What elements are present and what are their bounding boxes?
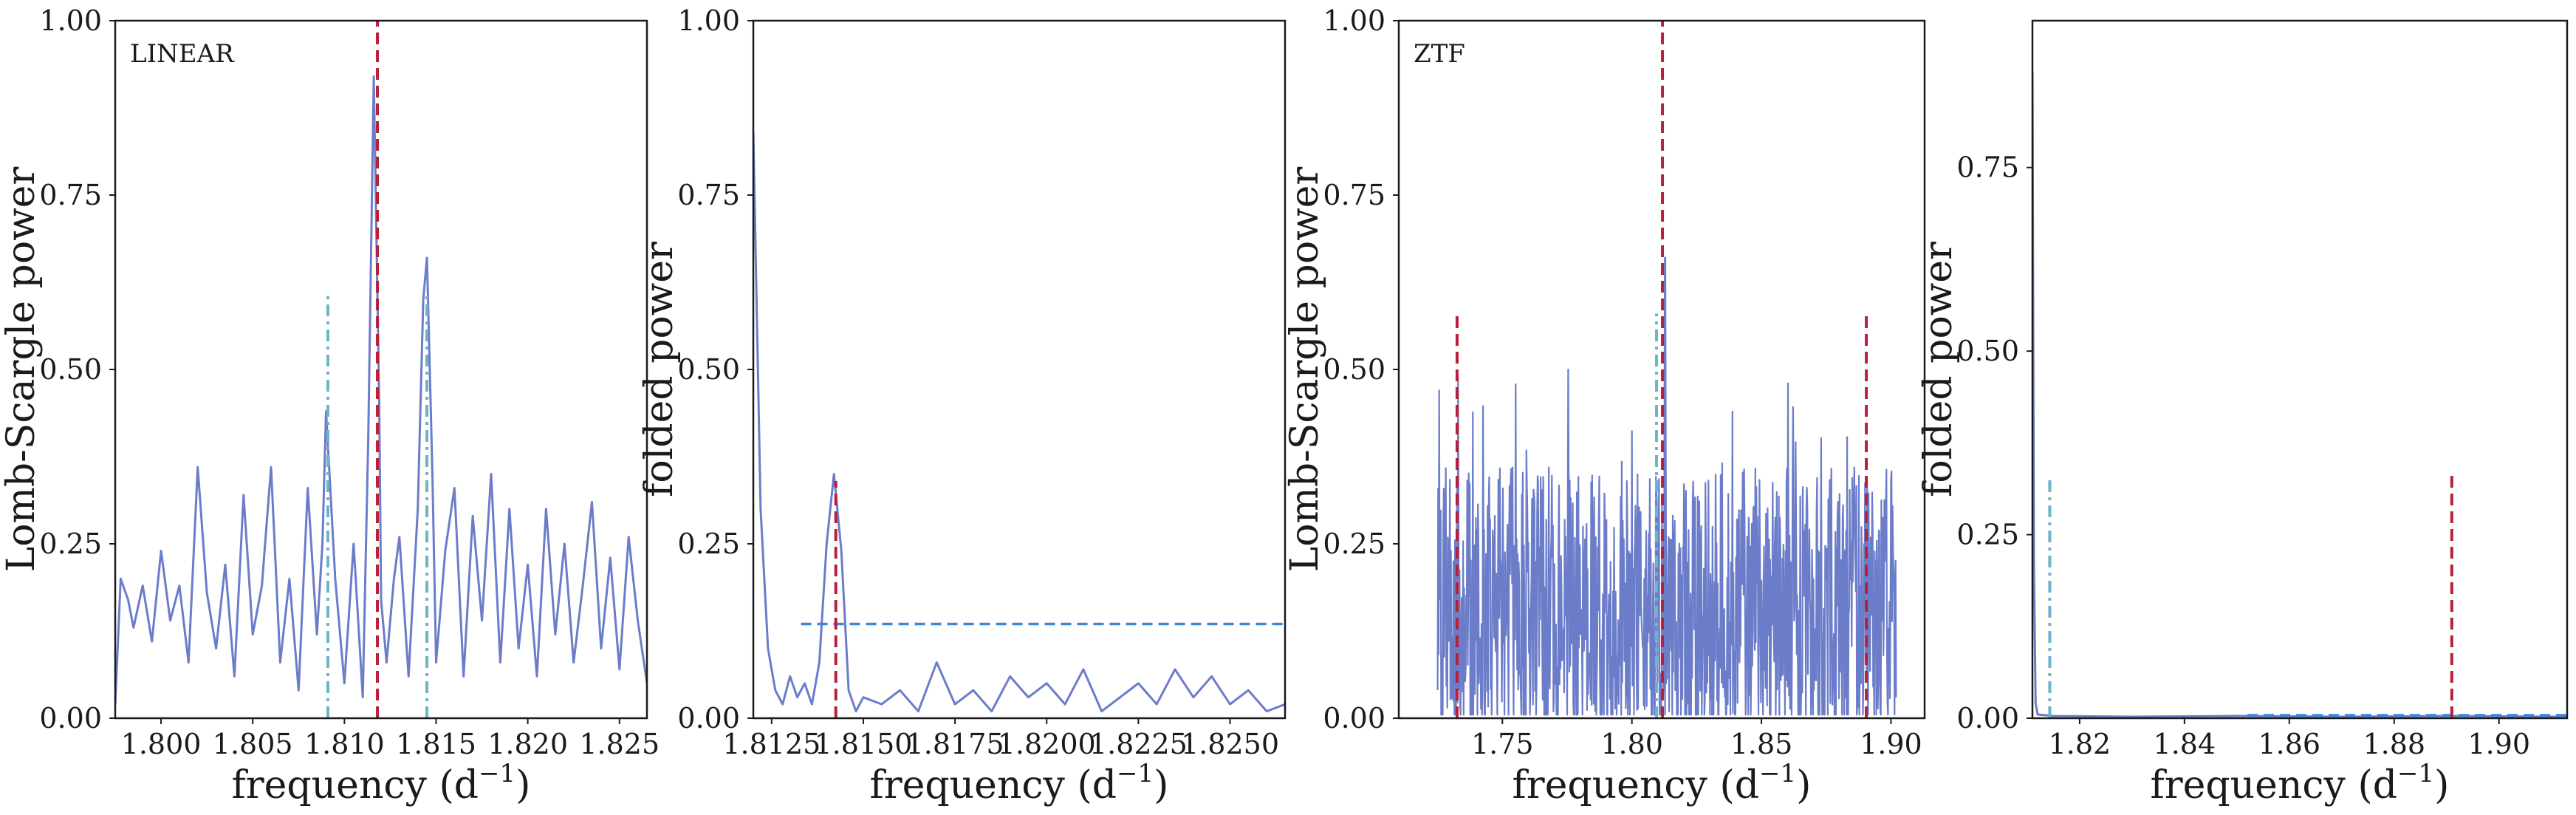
axes-frame	[114, 19, 648, 720]
x-axis-label: frequency (d−1)	[232, 759, 531, 808]
y-tick-label: 0.50	[1956, 335, 2019, 367]
x-axis-label: frequency (d−1)	[1513, 759, 1812, 808]
x-tick-label: 1.815	[396, 728, 476, 760]
series-line-1	[2032, 72, 2567, 718]
y-tick-label: 0.00	[1323, 702, 1385, 734]
series-line-1	[115, 75, 647, 705]
x-tick-label: 1.8250	[1181, 728, 1279, 760]
x-tick-label: 1.825	[579, 728, 660, 760]
x-axis-label: frequency (d−1)	[2151, 759, 2450, 808]
x-tick-label: 1.86	[2258, 728, 2320, 760]
y-tick-label: 0.25	[677, 528, 740, 560]
y-tick-label: 1.00	[1323, 4, 1385, 37]
panel-annotation: LINEAR	[130, 39, 235, 69]
series-line-noise	[1436, 368, 1897, 716]
y-tick-label: 0.75	[39, 179, 102, 211]
series-line-1	[1663, 256, 1668, 663]
y-axis-label: folded power	[1916, 242, 1961, 497]
x-tick-label: 1.8200	[998, 728, 1096, 760]
x-tick-label: 1.8225	[1089, 728, 1188, 760]
x-tick-label: 1.75	[1471, 728, 1534, 760]
x-tick-label: 1.85	[1730, 728, 1793, 760]
x-tick-label: 1.810	[304, 728, 385, 760]
y-tick-label: 0.50	[1323, 353, 1385, 386]
panel-annotation: ZTF	[1414, 39, 1465, 69]
axes-frame	[2031, 19, 2569, 720]
x-tick-label: 1.805	[213, 728, 293, 760]
x-tick-label: 1.80	[1600, 728, 1663, 760]
plot-area	[753, 132, 1285, 718]
y-tick-label: 1.00	[39, 4, 102, 37]
plot-area	[115, 21, 647, 718]
chart-panel-1: 1.800 1.805 1.810 1.815 1.820 1.825 0.00 0.25 0.…	[0, 4, 660, 808]
y-tick-label: 0.00	[677, 702, 740, 734]
y-tick-label: 0.75	[677, 179, 740, 211]
x-tick-label: 1.88	[2363, 728, 2425, 760]
x-tick-label: 1.90	[2467, 728, 2530, 760]
x-tick-label: 1.90	[1860, 728, 1922, 760]
y-tick-label: 0.75	[1323, 179, 1385, 211]
y-tick-label: 0.75	[1956, 151, 2019, 184]
x-axis-label: frequency (d−1)	[870, 759, 1169, 808]
y-axis-label: folded power	[637, 242, 682, 497]
y-tick-label: 0.25	[39, 528, 102, 560]
y-tick-label: 0.50	[39, 353, 102, 386]
x-tick-label: 1.800	[121, 728, 202, 760]
series-line-1	[753, 132, 1285, 713]
y-tick-label: 0.25	[1956, 519, 2019, 551]
x-tick-label: 1.8150	[814, 728, 912, 760]
x-tick-label: 1.8175	[906, 728, 1004, 760]
y-axis-label: Lomb-Scargle power	[0, 167, 44, 573]
y-tick-label: 0.25	[1323, 528, 1385, 560]
x-tick-label: 1.82	[2049, 728, 2111, 760]
axes-frame	[752, 19, 1287, 720]
y-axis-label: Lomb-Scargle power	[1283, 167, 1327, 573]
plot-area	[2032, 72, 2567, 718]
y-tick-label: 0.50	[677, 353, 740, 386]
plot-area	[1436, 21, 1897, 718]
chart-panel-3: 1.75 1.80 1.85 1.90 0.00 0.25 0.50 0.75 1.00 freq…	[1283, 4, 1926, 808]
x-tick-label: 1.820	[487, 728, 568, 760]
y-tick-label: 1.00	[677, 4, 740, 37]
x-tick-label: 1.84	[2154, 728, 2216, 760]
x-tick-label: 1.8125	[722, 728, 821, 760]
y-tick-label: 0.00	[1956, 702, 2019, 734]
chart-panel-4: 1.82 1.84 1.86 1.88 1.90 0.00 0.25 0.50 0.75 freq…	[1916, 19, 2569, 808]
y-tick-label: 0.00	[39, 702, 102, 734]
